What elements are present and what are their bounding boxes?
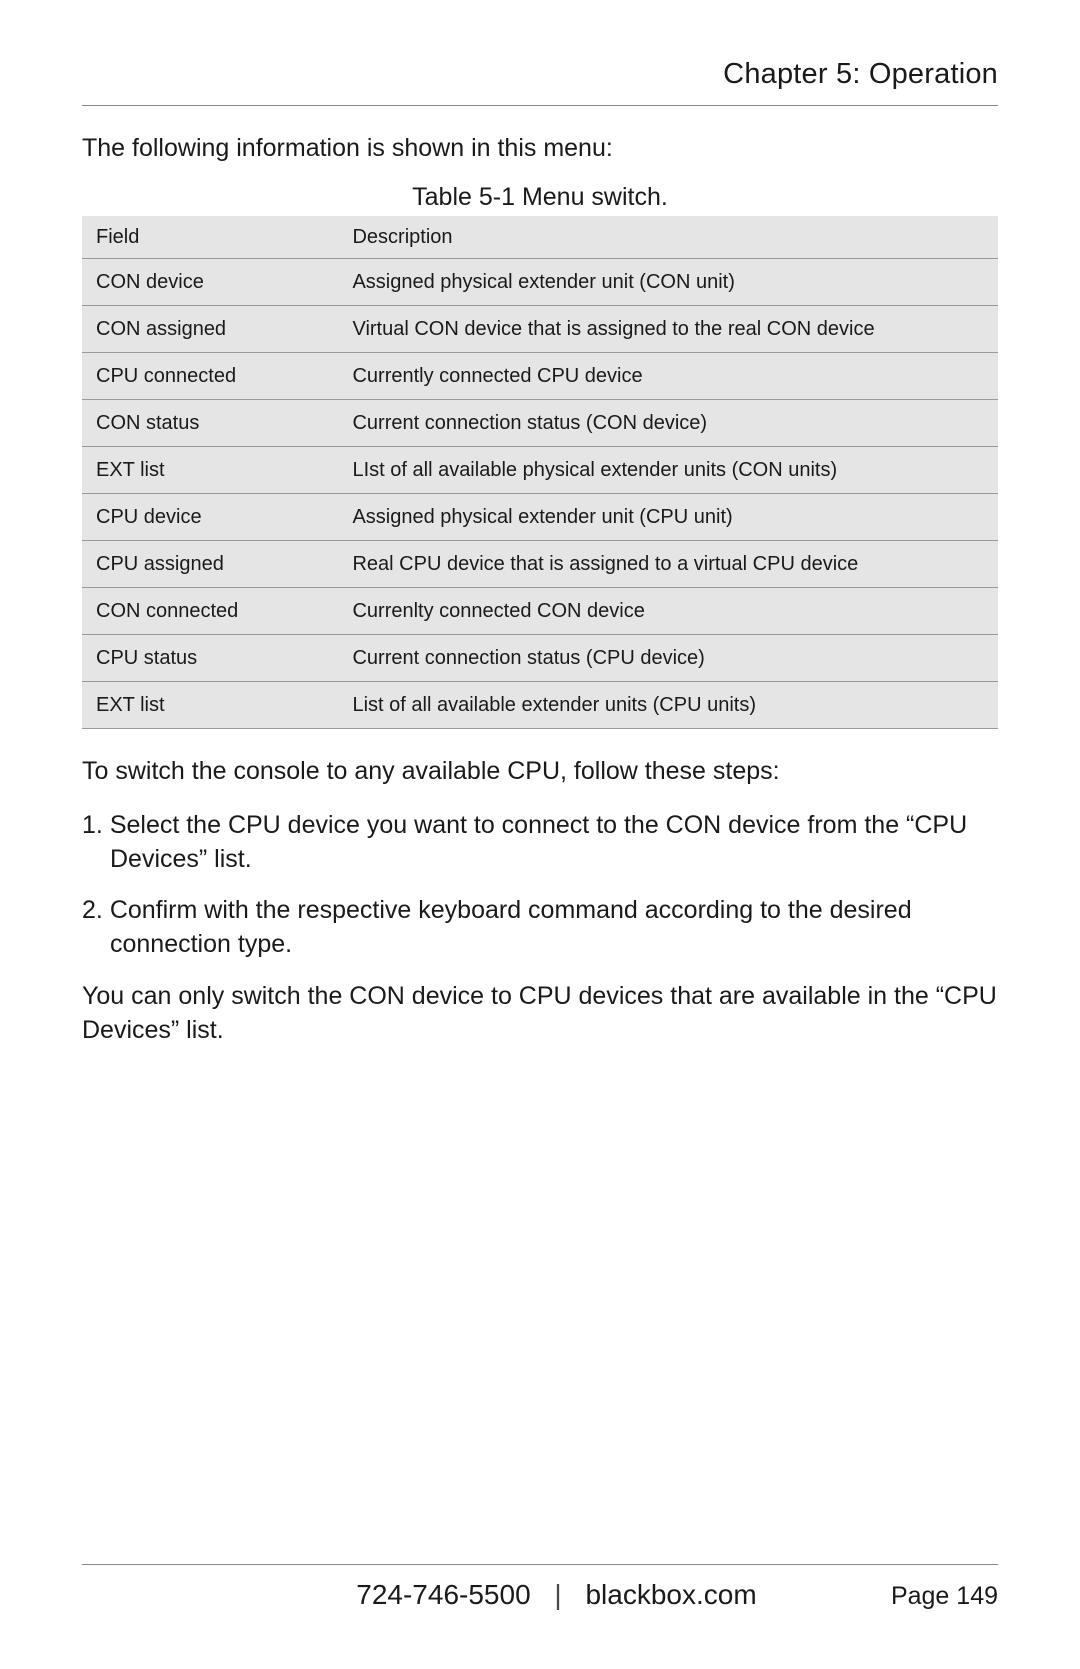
- table-row: CPU assigned Real CPU device that is ass…: [82, 541, 998, 588]
- table-cell-description: Assigned physical extender unit (CPU uni…: [338, 494, 998, 541]
- footer-phone: 724-746-5500: [356, 1579, 530, 1610]
- table-cell-description: Current connection status (CPU device): [338, 635, 998, 682]
- footer-site: blackbox.com: [585, 1579, 756, 1610]
- footer-separator: |: [554, 1579, 561, 1611]
- table-cell-field: CON device: [82, 259, 338, 306]
- table-cell-description: Currenlty connected CON device: [338, 588, 998, 635]
- table-header-row: Field Description: [82, 216, 998, 259]
- table-row: CON assigned Virtual CON device that is …: [82, 306, 998, 353]
- page-footer: 724-746-5500 | blackbox.com Page 149: [82, 1564, 998, 1611]
- table-caption: Table 5-1 Menu switch.: [82, 183, 998, 212]
- table-cell-description: Currently connected CPU device: [338, 353, 998, 400]
- table-cell-field: CON connected: [82, 588, 338, 635]
- menu-switch-table: Field Description CON device Assigned ph…: [82, 216, 998, 729]
- note-text: You can only switch the CON device to CP…: [82, 980, 998, 1048]
- table-row: CON status Current connection status (CO…: [82, 400, 998, 447]
- table-header-field: Field: [82, 216, 338, 259]
- table-cell-description: List of all available extender units (CP…: [338, 682, 998, 729]
- table-cell-description: Real CPU device that is assigned to a vi…: [338, 541, 998, 588]
- table-row: CON device Assigned physical extender un…: [82, 259, 998, 306]
- footer-center: 724-746-5500 | blackbox.com: [222, 1579, 891, 1611]
- table-cell-description: Current connection status (CON device): [338, 400, 998, 447]
- page-number: Page 149: [891, 1582, 998, 1611]
- table-header-description: Description: [338, 216, 998, 259]
- step-item: Confirm with the respective keyboard com…: [82, 894, 998, 962]
- table-cell-field: CPU status: [82, 635, 338, 682]
- table-cell-description: Virtual CON device that is assigned to t…: [338, 306, 998, 353]
- table-row: CPU device Assigned physical extender un…: [82, 494, 998, 541]
- table-cell-field: CON status: [82, 400, 338, 447]
- step-item: Select the CPU device you want to connec…: [82, 809, 998, 877]
- page: Chapter 5: Operation The following infor…: [0, 0, 1080, 1669]
- steps-intro: To switch the console to any available C…: [82, 755, 998, 789]
- table-row: CPU connected Currently connected CPU de…: [82, 353, 998, 400]
- table-cell-field: CPU assigned: [82, 541, 338, 588]
- table-row: EXT list LIst of all available physical …: [82, 447, 998, 494]
- table-cell-description: LIst of all available physical extender …: [338, 447, 998, 494]
- table-row: CON connected Currenlty connected CON de…: [82, 588, 998, 635]
- table-cell-description: Assigned physical extender unit (CON uni…: [338, 259, 998, 306]
- table-cell-field: EXT list: [82, 447, 338, 494]
- table-row: EXT list List of all available extender …: [82, 682, 998, 729]
- chapter-title: Chapter 5: Operation: [82, 58, 998, 106]
- table-cell-field: CON assigned: [82, 306, 338, 353]
- steps-list: Select the CPU device you want to connec…: [82, 809, 998, 962]
- intro-text: The following information is shown in th…: [82, 134, 998, 163]
- table-cell-field: CPU connected: [82, 353, 338, 400]
- table-cell-field: CPU device: [82, 494, 338, 541]
- after-table-section: To switch the console to any available C…: [82, 755, 998, 1047]
- table-row: CPU status Current connection status (CP…: [82, 635, 998, 682]
- table-cell-field: EXT list: [82, 682, 338, 729]
